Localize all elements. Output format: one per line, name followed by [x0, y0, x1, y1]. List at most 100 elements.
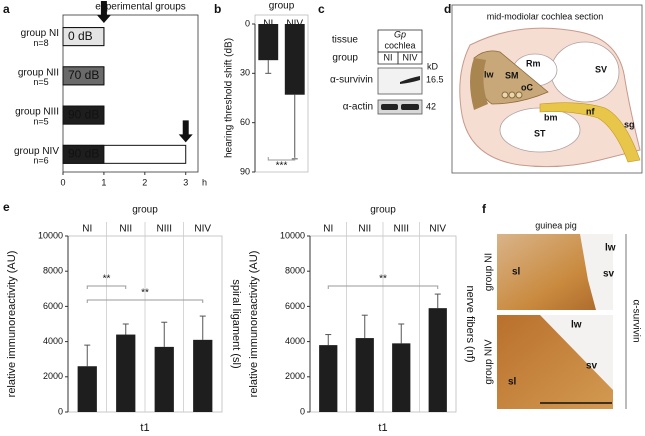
- x-tick-label: 2: [142, 177, 147, 187]
- diagram-label: lw: [484, 69, 495, 79]
- panel-letter: a: [3, 2, 10, 16]
- panel-letter: f: [482, 202, 487, 216]
- sample-size: n=8: [33, 38, 48, 48]
- bar: [319, 345, 338, 412]
- x-tick-label: NIII: [393, 224, 409, 235]
- arrow: [178, 120, 193, 143]
- nerve: [539, 102, 641, 163]
- diagram-label: ST: [534, 128, 546, 138]
- y-axis-label: relative immunoreactivity (AU): [248, 251, 260, 398]
- y-tick-label: 10000: [280, 230, 305, 240]
- lumen: [540, 315, 613, 390]
- organ-cell: [508, 91, 516, 99]
- exposure-bar: [62, 27, 105, 47]
- blot-band: [401, 104, 419, 110]
- lumen: [580, 234, 613, 310]
- stain-label: α-survivin: [630, 299, 641, 342]
- panel-letter: e: [3, 200, 10, 214]
- blot-unit: kD: [427, 61, 439, 71]
- micro-label: sl: [512, 267, 521, 278]
- diagram-label: nf: [586, 106, 595, 116]
- diagram-label: oC: [521, 82, 533, 92]
- sample-size: n=5: [33, 77, 48, 87]
- row-label: group NIV: [484, 339, 495, 384]
- x-axis-label: t1: [140, 422, 149, 434]
- protein-label: α-survivin: [330, 75, 373, 86]
- category-label: group NIII: [15, 107, 59, 118]
- sample-size: n=5: [33, 116, 48, 126]
- bar: [116, 334, 136, 412]
- exposure-bar: [62, 144, 105, 164]
- x-tick-label: NII: [358, 224, 371, 235]
- y-tick-label: 10000: [38, 230, 63, 240]
- exposure-bar: [62, 105, 105, 125]
- micro-title: guinea pig: [535, 220, 577, 230]
- significance-bracket: [327, 285, 439, 289]
- x-axis-label: h: [202, 177, 207, 187]
- y-tick-label: 0: [245, 18, 250, 28]
- bar: [355, 338, 374, 412]
- y-tick-label: 4000: [43, 336, 63, 346]
- x-tick-label: 3: [183, 177, 188, 187]
- organ-cell: [501, 91, 509, 99]
- x-tick-label: 0: [60, 177, 65, 187]
- y-tick-label: 6000: [43, 301, 63, 311]
- significance-bracket: [86, 299, 204, 303]
- significance-label: ***: [276, 161, 288, 172]
- size-label: 16.5: [426, 74, 444, 84]
- y-tick-label: 30: [240, 68, 250, 78]
- tissue-name: cochlea: [384, 40, 415, 50]
- blot-label: group: [332, 53, 358, 64]
- x-tick-label: NIV: [429, 224, 446, 235]
- micro-label: lw: [571, 320, 582, 331]
- x-axis-label: t1: [378, 422, 387, 434]
- bar: [428, 308, 447, 412]
- x-tick-label: NIV: [194, 224, 211, 235]
- bar: [284, 24, 305, 95]
- category-label: group NI: [21, 28, 59, 39]
- blot-band: [381, 104, 398, 110]
- micro-label: sv: [586, 361, 598, 372]
- blot-group: NI: [384, 52, 393, 62]
- diagram-label: sg: [624, 119, 635, 129]
- y-tick-label: 60: [240, 117, 250, 127]
- micro-label: sv: [603, 269, 615, 280]
- chart-title: group: [269, 1, 295, 12]
- bar: [258, 24, 279, 61]
- x-tick-label: 1: [101, 177, 106, 187]
- y-tick-label: 0: [300, 406, 305, 416]
- significance-bracket: [267, 157, 296, 161]
- blot-band-area: [377, 99, 423, 115]
- y-tick-label: 4000: [285, 336, 305, 346]
- y-tick-label: 90: [240, 166, 250, 176]
- diagram-label: Rm: [526, 58, 541, 68]
- category-label: group NIV: [14, 146, 59, 157]
- row-label: group NI: [484, 253, 495, 291]
- x-tick-label: NI: [323, 224, 333, 235]
- y-axis-label: hearing threshold shift (dB): [224, 38, 235, 158]
- organ-cell: [515, 91, 523, 99]
- chart-title: group: [132, 205, 158, 216]
- sound-level: 90 dB: [68, 107, 99, 121]
- bar: [392, 343, 411, 412]
- x-tick-label: NI: [82, 224, 92, 235]
- panel-letter: c: [318, 2, 325, 16]
- bar: [154, 346, 174, 412]
- lateral-wall: [470, 58, 488, 110]
- blot-band: [400, 76, 420, 84]
- diagram-label: SM: [505, 70, 519, 80]
- chart-title: experimental groups: [95, 2, 186, 13]
- chart-title: group: [370, 205, 396, 216]
- panel-letter: d: [444, 2, 451, 16]
- panel-letter: b: [214, 2, 221, 16]
- tissue-species: Gp: [394, 29, 406, 39]
- category-label: group NII: [18, 67, 59, 78]
- diagram-title: mid-modiolar cochlea section: [487, 11, 604, 21]
- significance-label: **: [141, 288, 149, 299]
- diagram-label: bm: [544, 112, 558, 122]
- micrographs: guinea pig lw sl sv lw sv sl group NI gr…: [484, 220, 641, 409]
- blot-label: tissue: [332, 35, 359, 46]
- y-tick-label: 8000: [285, 266, 305, 276]
- right-label: spiral ligament (sl): [230, 279, 242, 368]
- micro-label: sl: [508, 377, 517, 388]
